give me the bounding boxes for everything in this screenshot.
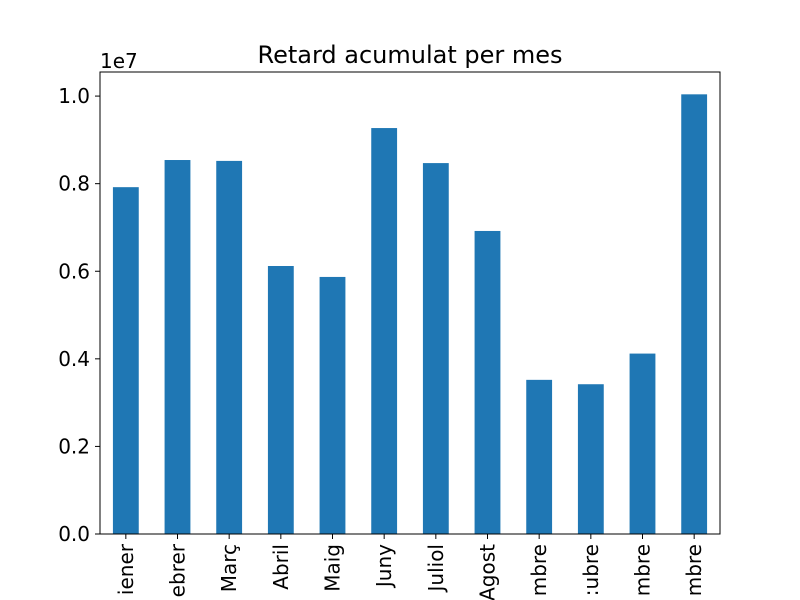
bars-layer (112, 94, 708, 535)
y-axis: 0.0 0.2 0.4 0.6 0.8 1.0 (58, 84, 100, 546)
plot-frame (99, 71, 721, 535)
bar-11 (681, 94, 708, 534)
y-tick-label-4: 0.8 (58, 172, 90, 196)
x-tick-label-11: mbre (682, 544, 706, 596)
bar-10 (629, 353, 656, 534)
bar-5 (371, 128, 398, 535)
x-tick-label-9: :ubre (579, 544, 603, 596)
x-tick-label-10: mbre (631, 544, 655, 596)
x-tick-label-0: iener (114, 543, 138, 595)
bar-0 (112, 187, 139, 535)
bar-2 (216, 160, 243, 534)
bar-9 (577, 384, 604, 534)
y-tick-label-3: 0.6 (58, 259, 90, 283)
x-tick-label-7: Agost (476, 544, 500, 600)
x-tick-label-1: ebrer (166, 543, 190, 597)
bar-6 (422, 163, 449, 534)
y-tick-label-1: 0.2 (58, 434, 90, 458)
x-tick-label-5: Juny (372, 544, 396, 589)
x-tick-label-3: Abril (269, 544, 293, 590)
x-axis: iener ebrer Març Abril Maig Juny Juliol Agost mb… (114, 534, 706, 600)
y-axis-offset-label: 1e7 (100, 49, 138, 73)
bar-8 (526, 379, 553, 534)
y-tick-label-5: 1.0 (58, 84, 90, 108)
y-tick-label-0: 0.0 (58, 522, 90, 546)
bar-1 (164, 160, 191, 534)
x-tick-label-8: mbre (527, 544, 551, 596)
x-tick-label-6: Juliol (424, 544, 448, 593)
bar-4 (319, 276, 346, 534)
chart-title: Retard acumulat per mes (257, 41, 562, 69)
y-tick-label-2: 0.4 (58, 347, 90, 371)
x-tick-label-4: Maig (321, 544, 345, 592)
bar-7 (474, 230, 501, 534)
x-tick-label-2: Març (217, 544, 241, 592)
bar-3 (267, 266, 294, 534)
